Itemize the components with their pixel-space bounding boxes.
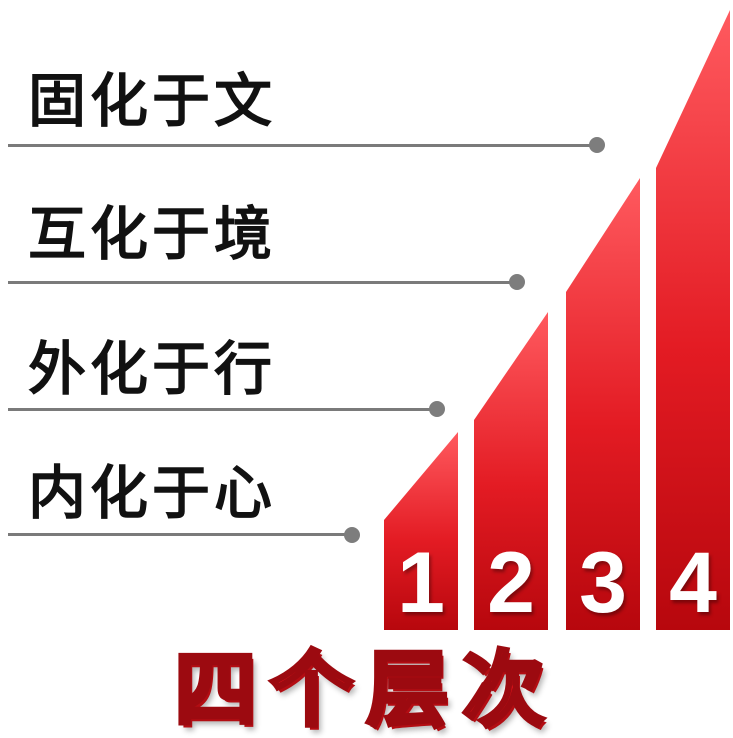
level-label-3: 互化于境 xyxy=(28,200,277,268)
bar-number-1: 1 xyxy=(397,535,445,631)
bar-number-3: 3 xyxy=(579,535,627,631)
leader-line-3 xyxy=(8,281,518,284)
bar-3 xyxy=(566,178,640,630)
leader-line-4 xyxy=(8,144,598,147)
leader-dot-3 xyxy=(509,274,525,290)
leader-dot-2 xyxy=(429,401,445,417)
leader-line-2 xyxy=(8,408,438,411)
level-label-1: 内化于心 xyxy=(28,459,277,527)
bar-4 xyxy=(656,10,730,630)
footer-title: 四个层次 xyxy=(172,643,559,738)
bar-number-4: 4 xyxy=(669,535,717,631)
leader-line-1 xyxy=(8,533,353,536)
bar-2 xyxy=(474,312,548,630)
bar-1 xyxy=(384,432,458,630)
bar-number-2: 2 xyxy=(487,535,535,631)
leader-dot-1 xyxy=(344,527,360,543)
level-label-4: 固化于文 xyxy=(28,67,277,135)
leader-dot-4 xyxy=(589,137,605,153)
level-label-2: 外化于行 xyxy=(28,335,277,403)
